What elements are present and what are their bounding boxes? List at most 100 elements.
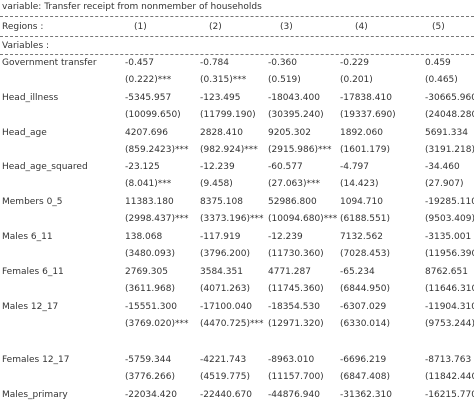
standard-error: (4071.263) xyxy=(200,283,250,294)
standard-error: (3769.020)*** xyxy=(125,318,189,329)
row-label: Females 6_11 xyxy=(2,266,64,277)
row-label: Members 0_5 xyxy=(2,197,63,208)
standard-error: (11646.310) xyxy=(425,283,474,294)
standard-error: (3373.196)*** xyxy=(200,214,264,225)
coefficient: -31362.310 xyxy=(340,390,392,401)
standard-error: (11157.700) xyxy=(268,372,324,383)
standard-error: (6847.408) xyxy=(340,372,390,383)
coefficient: -17838.410 xyxy=(340,92,392,103)
coefficient: -8963.010 xyxy=(268,355,315,366)
coefficient: -0.229 xyxy=(340,58,370,68)
standard-error: (9.458) xyxy=(200,179,233,190)
standard-error: (4470.725)*** xyxy=(200,318,264,329)
coefficient: -18354.530 xyxy=(268,301,320,312)
row-label: Head_age xyxy=(2,127,47,138)
row-label: Females 12_17 xyxy=(2,355,70,366)
standard-error: (11799.190) xyxy=(200,109,256,120)
standard-error: (3611.968) xyxy=(125,283,175,294)
coefficient: -19285.110 xyxy=(425,197,474,208)
rule xyxy=(0,36,474,37)
column-header: (1) xyxy=(134,22,147,32)
standard-error: (3480.093) xyxy=(125,249,175,259)
standard-error: (0.519) xyxy=(268,75,301,85)
standard-error: (14.423) xyxy=(340,179,379,190)
column-header: (4) xyxy=(355,22,368,32)
coefficient: -11904.310 xyxy=(425,301,474,312)
rule xyxy=(0,54,474,55)
row-label: Males 6_11 xyxy=(2,232,53,242)
coefficient: 138.068 xyxy=(125,232,163,242)
standard-error: (10099.650) xyxy=(125,109,181,120)
coefficient: -23.125 xyxy=(125,162,160,173)
coefficient: -65.234 xyxy=(340,266,375,277)
row-label: Males_primary xyxy=(2,390,68,401)
coefficient: 5691.334 xyxy=(425,127,468,138)
coefficient: -16215.770 xyxy=(425,390,474,401)
standard-error: (1601.179) xyxy=(340,144,390,155)
coefficient: -15551.300 xyxy=(125,301,177,312)
coefficient: -17100.040 xyxy=(200,301,252,312)
column-header: (3) xyxy=(280,22,293,32)
coefficient: -0.360 xyxy=(268,58,298,68)
coefficient: -4.797 xyxy=(340,162,370,173)
coefficient: -123.495 xyxy=(200,92,241,103)
standard-error: (7028.453) xyxy=(340,249,390,259)
standard-error: (9753.244) xyxy=(425,318,474,329)
standard-error: (0.465) xyxy=(425,75,458,85)
row-label: Head_age_squared xyxy=(2,162,88,173)
coefficient: -44876.940 xyxy=(268,390,320,401)
coefficient: -6307.029 xyxy=(340,301,387,312)
standard-error: (6188.551) xyxy=(340,214,390,225)
coefficient: 7132.562 xyxy=(340,232,383,242)
coefficient: -12.239 xyxy=(200,162,235,173)
coefficient: -6696.219 xyxy=(340,355,387,366)
standard-error: (6330.014) xyxy=(340,318,390,329)
coefficient: -3135.001 xyxy=(425,232,472,242)
coefficient: -22034.420 xyxy=(125,390,177,401)
coefficient: -34.460 xyxy=(425,162,460,173)
coefficient: -12.239 xyxy=(268,232,303,242)
standard-error: (0.201) xyxy=(340,75,373,85)
standard-error: (4519.775) xyxy=(200,372,250,383)
title: variable: Transfer receipt from nonmembe… xyxy=(2,2,262,12)
header-label: Regions : xyxy=(2,22,44,32)
coefficient: 1094.710 xyxy=(340,197,383,208)
standard-error: (11956.390) xyxy=(425,249,474,259)
standard-error: (27.063)*** xyxy=(268,179,321,190)
coefficient: -8713.763 xyxy=(425,355,472,366)
coefficient: 11383.180 xyxy=(125,197,174,208)
coefficient: -5759.344 xyxy=(125,355,172,366)
coefficient: -0.784 xyxy=(200,58,230,68)
standard-error: (2915.986)*** xyxy=(268,144,332,155)
standard-error: (19337.690) xyxy=(340,109,396,120)
standard-error: (3796.200) xyxy=(200,249,250,259)
coefficient: 9205.302 xyxy=(268,127,311,138)
standard-error: (24048.280) xyxy=(425,109,474,120)
coefficient: -18043.400 xyxy=(268,92,320,103)
section-label: Variables : xyxy=(2,41,50,51)
standard-error: (27.907) xyxy=(425,179,464,190)
standard-error: (6844.950) xyxy=(340,283,390,294)
standard-error: (3776.266) xyxy=(125,372,175,383)
coefficient: -117.919 xyxy=(200,232,241,242)
standard-error: (0.315)*** xyxy=(200,75,247,85)
standard-error: (982.924)*** xyxy=(200,144,258,155)
coefficient: -4221.743 xyxy=(200,355,247,366)
row-label: Head_illness xyxy=(2,92,59,103)
standard-error: (11842.440) xyxy=(425,372,474,383)
column-header: (2) xyxy=(209,22,222,32)
standard-error: (30395.240) xyxy=(268,109,324,120)
rule xyxy=(0,16,474,17)
coefficient: -22440.670 xyxy=(200,390,252,401)
coefficient: 4207.696 xyxy=(125,127,168,138)
coefficient: 2828.410 xyxy=(200,127,243,138)
coefficient: 3584.351 xyxy=(200,266,243,277)
coefficient: -30665.960 xyxy=(425,92,474,103)
standard-error: (8.041)*** xyxy=(125,179,172,190)
column-header: (5) xyxy=(432,22,445,32)
coefficient: 1892.060 xyxy=(340,127,383,138)
coefficient: -0.457 xyxy=(125,58,155,68)
standard-error: (10094.680)*** xyxy=(268,214,338,225)
coefficient: 8375.108 xyxy=(200,197,243,208)
